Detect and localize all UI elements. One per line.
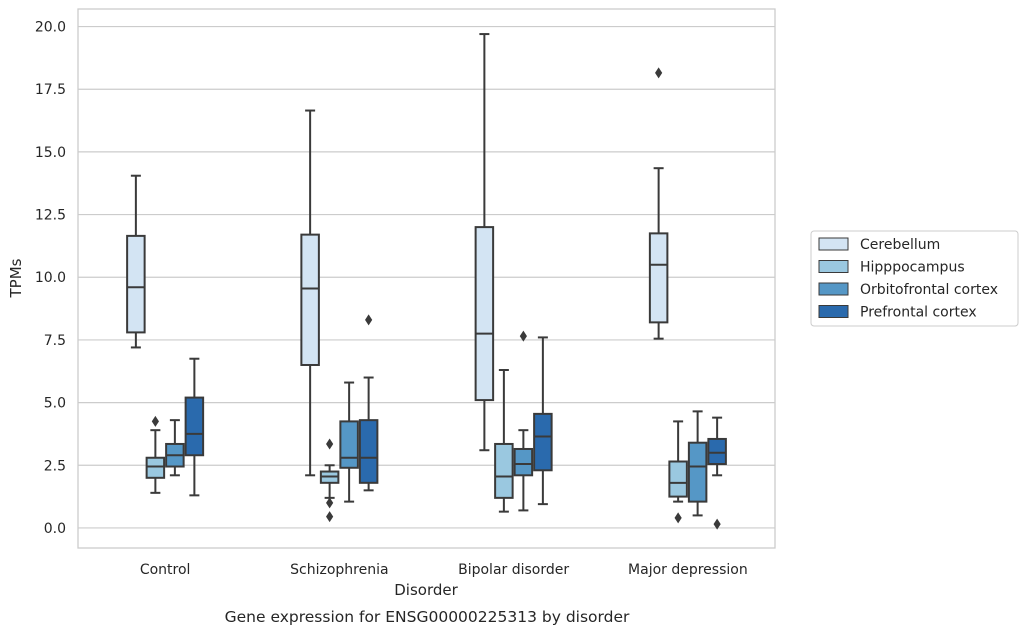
outlier-point (365, 314, 373, 326)
legend-label: Cerebellum (860, 237, 940, 253)
outlier-point (519, 330, 527, 342)
x-tick-label: Bipolar disorder (458, 562, 569, 578)
plot-frame (77, 8, 776, 549)
box-orbitofrontal-cortex (513, 330, 534, 512)
box-iqr (687, 441, 708, 503)
x-tick-label: Control (140, 562, 191, 578)
y-axis-label: TPMs (7, 258, 25, 298)
legend-swatch (818, 237, 849, 251)
box-iqr (533, 412, 553, 472)
box-orbitofrontal-cortex (165, 419, 185, 477)
y-axis: 0.0 2.5 5.0 7.5 10.0 12.5 15.0 17.5 20.0 (35, 20, 66, 537)
box-iqr (126, 234, 146, 334)
box-orbitofrontal-cortex (339, 381, 359, 503)
outlier-point (655, 67, 663, 79)
chart-caption: Gene expression for ENSG00000225313 by d… (225, 608, 630, 626)
box-iqr (494, 442, 514, 499)
box-prefrontal-cortex (533, 336, 553, 506)
box-orbitofrontal-cortex (687, 410, 708, 517)
box-cerebellum (300, 109, 320, 477)
legend-frame (810, 230, 1019, 327)
x-tick-label: Major depression (628, 562, 748, 578)
box-prefrontal-cortex (184, 357, 205, 497)
y-tick-label: 20.0 (35, 20, 66, 36)
box-iqr (707, 437, 727, 466)
legend-swatch (818, 305, 849, 318)
y-tick-label: 10.0 (35, 270, 66, 286)
box-iqr (474, 226, 495, 402)
outlier-point (326, 438, 334, 450)
box-hipppocampus (494, 369, 514, 513)
box-iqr (184, 396, 205, 457)
box-iqr (145, 456, 166, 479)
box-cerebellum (648, 67, 669, 340)
y-tick-label: 5.0 (44, 396, 66, 412)
legend-items: Cerebellum Hipppocampus Orbitofrontal cort… (818, 237, 998, 321)
boxes (126, 33, 727, 530)
box-hipppocampus (668, 420, 688, 524)
box-iqr (358, 419, 379, 484)
x-axis-label: Disorder (394, 581, 458, 599)
outlier-point (674, 512, 682, 524)
outlier-point (326, 497, 334, 509)
legend-label: Orbitofrontal cortex (860, 282, 998, 298)
legend-label: Prefrontal cortex (860, 305, 977, 321)
legend-swatch (818, 260, 849, 273)
box-hipppocampus (145, 415, 166, 494)
y-tick-label: 2.5 (44, 458, 66, 474)
legend: Cerebellum Hipppocampus Orbitofrontal cort… (810, 230, 1019, 327)
y-tick-label: 17.5 (35, 82, 66, 98)
box-iqr (339, 420, 359, 469)
outlier-point (151, 415, 159, 427)
y-tick-label: 12.5 (35, 208, 66, 224)
y-tick-label: 15.0 (35, 145, 66, 161)
legend-swatch (818, 282, 849, 296)
box-iqr (648, 232, 669, 324)
box-hipppocampus (319, 438, 340, 523)
box-prefrontal-cortex (358, 314, 379, 492)
x-tick-label: Schizophrenia (290, 562, 388, 578)
y-tick-label: 0.0 (44, 521, 66, 537)
box-iqr (513, 447, 534, 477)
box-cerebellum (474, 33, 495, 452)
box-iqr (300, 233, 320, 366)
outlier-point (326, 511, 334, 523)
x-axis: Control Schizophrenia Bipolar disorder Majo… (140, 562, 748, 578)
y-tick-label: 7.5 (44, 333, 66, 349)
box-iqr (668, 460, 688, 498)
box-prefrontal-cortex (707, 416, 727, 530)
legend-label: Hipppocampus (860, 260, 965, 276)
outlier-point (713, 518, 721, 530)
box-cerebellum (126, 174, 146, 349)
